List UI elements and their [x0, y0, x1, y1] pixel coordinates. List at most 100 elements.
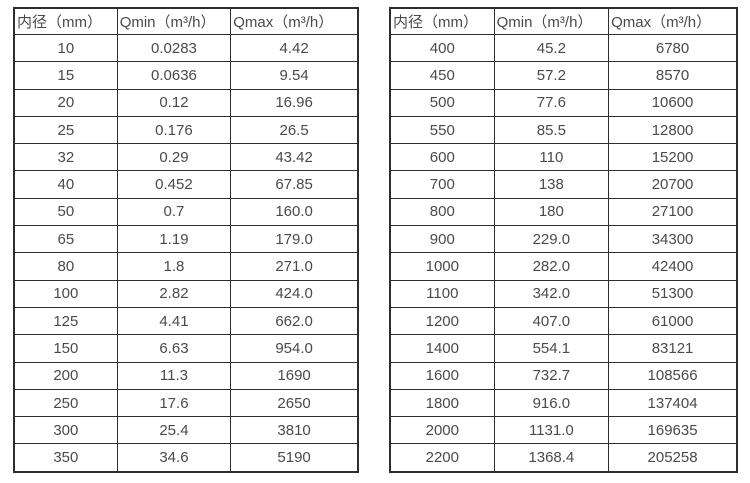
qmax-cell: 67.85	[230, 170, 359, 199]
qmin-cell: 1131.0	[493, 416, 610, 445]
qmin-cell: 0.0283	[116, 33, 232, 63]
qmin-cell: 180	[493, 197, 610, 227]
table-row: 800 180 27100	[389, 197, 738, 227]
diameter-cell: 2200	[389, 443, 495, 473]
qmin-cell: 6.63	[116, 334, 232, 363]
qmax-cell: 662.0	[230, 306, 359, 336]
table-row: 300 25.4 3810	[13, 416, 359, 445]
flow-spec-table-small-diameters: 内径（mm） Qmin（m³/h） Qmax（m³/h） 10 0.0283 4.42 1…	[13, 7, 359, 473]
diameter-cell: 400	[389, 33, 495, 63]
diameter-cell: 1600	[389, 361, 495, 390]
table-row: 15 0.0636 9.54	[13, 61, 359, 90]
qmin-cell: 4.41	[116, 306, 232, 336]
table-row: 1000 282.0 42400	[389, 252, 738, 281]
header-row: 内径（mm） Qmin（m³/h） Qmax（m³/h）	[13, 7, 359, 35]
qmax-cell: 1690	[230, 361, 359, 390]
diameter-cell: 20	[13, 88, 118, 117]
table-row: 80 1.8 271.0	[13, 252, 359, 281]
diameter-cell: 1000	[389, 252, 495, 281]
qmin-cell: 0.0636	[116, 61, 232, 90]
diameter-column-header: 内径（mm）	[13, 7, 118, 35]
qmin-cell: 138	[493, 170, 610, 199]
diameter-cell: 80	[13, 252, 118, 281]
table-row: 550 85.5 12800	[389, 115, 738, 145]
table-row: 10 0.0283 4.42	[13, 33, 359, 63]
flow-spec-table-large-diameters: 内径（mm） Qmin（m³/h） Qmax（m³/h） 400 45.2 6780 45…	[389, 7, 738, 473]
qmin-cell: 85.5	[493, 115, 610, 145]
qmax-cell: 43.42	[230, 143, 359, 172]
qmin-cell: 229.0	[493, 225, 610, 254]
table-row: 40 0.452 67.85	[13, 170, 359, 199]
table-row: 1400 554.1 83121	[389, 334, 738, 363]
table-row: 2000 1131.0 169635	[389, 416, 738, 445]
qmax-cell: 3810	[230, 416, 359, 445]
diameter-cell: 500	[389, 88, 495, 117]
qmin-cell: 342.0	[493, 279, 610, 308]
qmax-cell: 34300	[608, 225, 738, 254]
qmax-cell: 108566	[608, 361, 738, 390]
qmin-cell: 1.8	[116, 252, 232, 281]
diameter-cell: 550	[389, 115, 495, 145]
qmax-cell: 42400	[608, 252, 738, 281]
table-row: 400 45.2 6780	[389, 33, 738, 63]
qmin-cell: 282.0	[493, 252, 610, 281]
table-row: 1200 407.0 61000	[389, 306, 738, 336]
qmax-cell: 4.42	[230, 33, 359, 63]
diameter-cell: 200	[13, 361, 118, 390]
diameter-cell: 125	[13, 306, 118, 336]
qmax-cell: 12800	[608, 115, 738, 145]
qmin-cell: 1.19	[116, 225, 232, 254]
qmin-cell: 1368.4	[493, 443, 610, 473]
qmax-cell: 27100	[608, 197, 738, 227]
qmin-cell: 916.0	[493, 388, 610, 418]
qmin-cell: 554.1	[493, 334, 610, 363]
diameter-cell: 1200	[389, 306, 495, 336]
table-row: 50 0.7 160.0	[13, 197, 359, 227]
qmin-cell: 0.176	[116, 115, 232, 145]
qmax-cell: 424.0	[230, 279, 359, 308]
diameter-cell: 700	[389, 170, 495, 199]
diameter-cell: 100	[13, 279, 118, 308]
table-row: 1800 916.0 137404	[389, 388, 738, 418]
table-row: 150 6.63 954.0	[13, 334, 359, 363]
table-row: 700 138 20700	[389, 170, 738, 199]
qmax-cell: 26.5	[230, 115, 359, 145]
table-row: 600 110 15200	[389, 143, 738, 172]
qmax-cell: 16.96	[230, 88, 359, 117]
diameter-cell: 150	[13, 334, 118, 363]
diameter-cell: 2000	[389, 416, 495, 445]
table-row: 100 2.82 424.0	[13, 279, 359, 308]
qmax-cell: 61000	[608, 306, 738, 336]
table-row: 1600 732.7 108566	[389, 361, 738, 390]
qmax-cell: 137404	[608, 388, 738, 418]
qmin-cell: 407.0	[493, 306, 610, 336]
table-row: 200 11.3 1690	[13, 361, 359, 390]
qmin-cell: 0.452	[116, 170, 232, 199]
qmin-cell: 732.7	[493, 361, 610, 390]
diameter-cell: 1400	[389, 334, 495, 363]
diameter-cell: 600	[389, 143, 495, 172]
table-row: 1100 342.0 51300	[389, 279, 738, 308]
diameter-cell: 300	[13, 416, 118, 445]
qmin-cell: 2.82	[116, 279, 232, 308]
qmax-cell: 954.0	[230, 334, 359, 363]
diameter-cell: 50	[13, 197, 118, 227]
qmin-column-header: Qmin（m³/h）	[493, 7, 610, 35]
diameter-cell: 10	[13, 33, 118, 63]
table-row: 25 0.176 26.5	[13, 115, 359, 145]
table-row: 32 0.29 43.42	[13, 143, 359, 172]
diameter-cell: 65	[13, 225, 118, 254]
table-row: 450 57.2 8570	[389, 61, 738, 90]
qmax-cell: 205258	[608, 443, 738, 473]
diameter-column-header: 内径（mm）	[389, 7, 495, 35]
qmax-cell: 169635	[608, 416, 738, 445]
diameter-cell: 1800	[389, 388, 495, 418]
table-row: 20 0.12 16.96	[13, 88, 359, 117]
qmax-cell: 2650	[230, 388, 359, 418]
qmax-cell: 8570	[608, 61, 738, 90]
qmin-cell: 110	[493, 143, 610, 172]
qmin-cell: 25.4	[116, 416, 232, 445]
qmin-cell: 11.3	[116, 361, 232, 390]
diameter-cell: 900	[389, 225, 495, 254]
